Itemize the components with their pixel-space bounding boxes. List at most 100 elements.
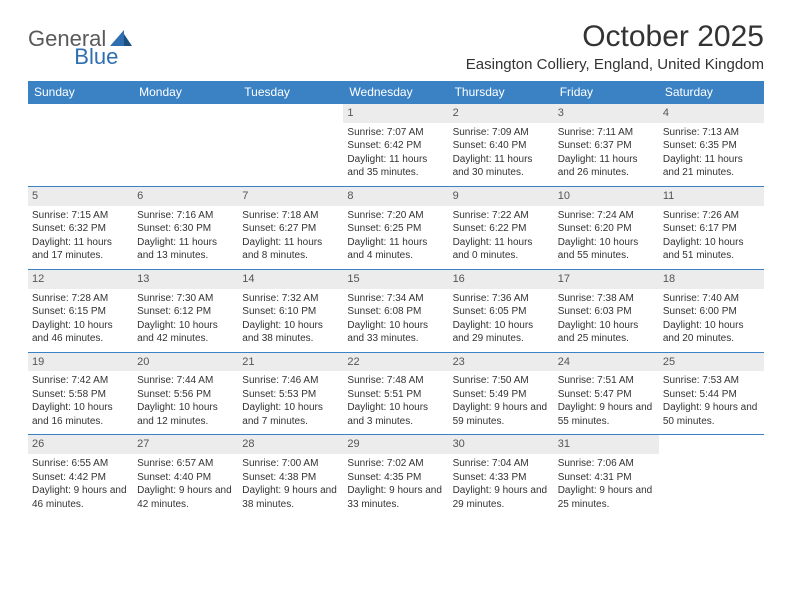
daylight-text: Daylight: 11 hours and 35 minutes. [347, 153, 444, 180]
day-number: 13 [133, 270, 238, 289]
sunrise-text: Sunrise: 6:55 AM [32, 457, 129, 471]
day-cell: 12Sunrise: 7:28 AMSunset: 6:15 PMDayligh… [28, 269, 133, 352]
day-cell: 3Sunrise: 7:11 AMSunset: 6:37 PMDaylight… [554, 104, 659, 187]
daylight-text: Daylight: 11 hours and 0 minutes. [453, 236, 550, 263]
daylight-text: Daylight: 11 hours and 17 minutes. [32, 236, 129, 263]
day-cell: 6Sunrise: 7:16 AMSunset: 6:30 PMDaylight… [133, 186, 238, 269]
sunrise-text: Sunrise: 6:57 AM [137, 457, 234, 471]
daylight-text: Daylight: 10 hours and 55 minutes. [558, 236, 655, 263]
dow-monday: Monday [133, 81, 238, 104]
sunrise-text: Sunrise: 7:18 AM [242, 209, 339, 223]
daylight-text: Daylight: 10 hours and 25 minutes. [558, 319, 655, 346]
dow-friday: Friday [554, 81, 659, 104]
sunrise-text: Sunrise: 7:02 AM [347, 457, 444, 471]
logo: General Blue [28, 20, 180, 52]
daylight-text: Daylight: 9 hours and 25 minutes. [558, 484, 655, 511]
daylight-text: Daylight: 10 hours and 20 minutes. [663, 319, 760, 346]
day-cell: 7Sunrise: 7:18 AMSunset: 6:27 PMDaylight… [238, 186, 343, 269]
day-cell: 9Sunrise: 7:22 AMSunset: 6:22 PMDaylight… [449, 186, 554, 269]
day-cell: 2Sunrise: 7:09 AMSunset: 6:40 PMDaylight… [449, 104, 554, 187]
daylight-text: Daylight: 9 hours and 29 minutes. [453, 484, 550, 511]
daylight-text: Daylight: 9 hours and 38 minutes. [242, 484, 339, 511]
sunset-text: Sunset: 6:17 PM [663, 222, 760, 236]
dow-sunday: Sunday [28, 81, 133, 104]
sunrise-text: Sunrise: 7:15 AM [32, 209, 129, 223]
day-number: 24 [554, 353, 659, 372]
daylight-text: Daylight: 9 hours and 33 minutes. [347, 484, 444, 511]
sunset-text: Sunset: 4:33 PM [453, 471, 550, 485]
sunset-text: Sunset: 6:15 PM [32, 305, 129, 319]
day-cell: 5 Sunrise: 7:15 AMSunset: 6:32 PMDaylight… [28, 186, 133, 269]
sunset-text: Sunset: 6:08 PM [347, 305, 444, 319]
sunrise-text: Sunrise: 7:51 AM [558, 374, 655, 388]
day-cell: 4Sunrise: 7:13 AMSunset: 6:35 PMDaylight… [659, 104, 764, 187]
dow-row: Sunday Monday Tuesday Wednesday Thursday… [28, 81, 764, 104]
day-cell: 18Sunrise: 7:40 AMSunset: 6:00 PMDayligh… [659, 269, 764, 352]
day-number: 28 [238, 435, 343, 454]
sunset-text: Sunset: 4:42 PM [32, 471, 129, 485]
day-cell: 11Sunrise: 7:26 AMSunset: 6:17 PMDayligh… [659, 186, 764, 269]
dow-tuesday: Tuesday [238, 81, 343, 104]
day-number: 6 [133, 187, 238, 206]
daylight-text: Daylight: 9 hours and 59 minutes. [453, 401, 550, 428]
daylight-text: Daylight: 11 hours and 4 minutes. [347, 236, 444, 263]
sunrise-text: Sunrise: 7:07 AM [347, 126, 444, 140]
sunset-text: Sunset: 6:03 PM [558, 305, 655, 319]
day-number: 12 [28, 270, 133, 289]
dow-thursday: Thursday [449, 81, 554, 104]
sunrise-text: Sunrise: 7:40 AM [663, 292, 760, 306]
day-number: 16 [449, 270, 554, 289]
day-cell: 31Sunrise: 7:06 AMSunset: 4:31 PMDayligh… [554, 435, 659, 517]
day-cell: 22Sunrise: 7:48 AMSunset: 5:51 PMDayligh… [343, 352, 448, 435]
day-number: 31 [554, 435, 659, 454]
sunrise-text: Sunrise: 7:06 AM [558, 457, 655, 471]
day-number: 21 [238, 353, 343, 372]
daylight-text: Daylight: 10 hours and 38 minutes. [242, 319, 339, 346]
sunrise-text: Sunrise: 7:04 AM [453, 457, 550, 471]
day-cell: 28Sunrise: 7:00 AMSunset: 4:38 PMDayligh… [238, 435, 343, 517]
daylight-text: Daylight: 9 hours and 50 minutes. [663, 401, 760, 428]
day-number: 29 [343, 435, 448, 454]
sunset-text: Sunset: 6:32 PM [32, 222, 129, 236]
daylight-text: Daylight: 9 hours and 42 minutes. [137, 484, 234, 511]
day-number: 5 [28, 187, 133, 206]
sunrise-text: Sunrise: 7:22 AM [453, 209, 550, 223]
day-cell: 16Sunrise: 7:36 AMSunset: 6:05 PMDayligh… [449, 269, 554, 352]
sunrise-text: Sunrise: 7:13 AM [663, 126, 760, 140]
sunset-text: Sunset: 5:58 PM [32, 388, 129, 402]
day-cell: 30Sunrise: 7:04 AMSunset: 4:33 PMDayligh… [449, 435, 554, 517]
day-number: 7 [238, 187, 343, 206]
day-number: 26 [28, 435, 133, 454]
day-cell: 27Sunrise: 6:57 AMSunset: 4:40 PMDayligh… [133, 435, 238, 517]
sunset-text: Sunset: 6:42 PM [347, 139, 444, 153]
day-cell: 15Sunrise: 7:34 AMSunset: 6:08 PMDayligh… [343, 269, 448, 352]
day-number: 22 [343, 353, 448, 372]
sunrise-text: Sunrise: 7:50 AM [453, 374, 550, 388]
sunrise-text: Sunrise: 7:32 AM [242, 292, 339, 306]
daylight-text: Daylight: 10 hours and 3 minutes. [347, 401, 444, 428]
sunset-text: Sunset: 6:20 PM [558, 222, 655, 236]
sunset-text: Sunset: 6:00 PM [663, 305, 760, 319]
day-cell: 23Sunrise: 7:50 AMSunset: 5:49 PMDayligh… [449, 352, 554, 435]
day-cell: . [133, 104, 238, 187]
sunrise-text: Sunrise: 7:24 AM [558, 209, 655, 223]
daylight-text: Daylight: 10 hours and 42 minutes. [137, 319, 234, 346]
day-number: 4 [659, 104, 764, 123]
sunrise-text: Sunrise: 7:42 AM [32, 374, 129, 388]
sunset-text: Sunset: 6:40 PM [453, 139, 550, 153]
sunrise-text: Sunrise: 7:38 AM [558, 292, 655, 306]
header: General Blue October 2025 Easington Coll… [28, 20, 764, 73]
day-cell: . [28, 104, 133, 187]
day-number: 25 [659, 353, 764, 372]
day-cell: 8Sunrise: 7:20 AMSunset: 6:25 PMDaylight… [343, 186, 448, 269]
sunset-text: Sunset: 6:05 PM [453, 305, 550, 319]
day-number: 3 [554, 104, 659, 123]
daylight-text: Daylight: 11 hours and 26 minutes. [558, 153, 655, 180]
daylight-text: Daylight: 9 hours and 55 minutes. [558, 401, 655, 428]
day-number: 11 [659, 187, 764, 206]
day-cell: 25Sunrise: 7:53 AMSunset: 5:44 PMDayligh… [659, 352, 764, 435]
daylight-text: Daylight: 11 hours and 21 minutes. [663, 153, 760, 180]
week-row: 5Sunrise: 7:15 AMSunset: 6:32 PMDaylight… [28, 186, 764, 269]
day-cell: 19Sunrise: 7:42 AMSunset: 5:58 PMDayligh… [28, 352, 133, 435]
sunrise-text: Sunrise: 7:30 AM [137, 292, 234, 306]
